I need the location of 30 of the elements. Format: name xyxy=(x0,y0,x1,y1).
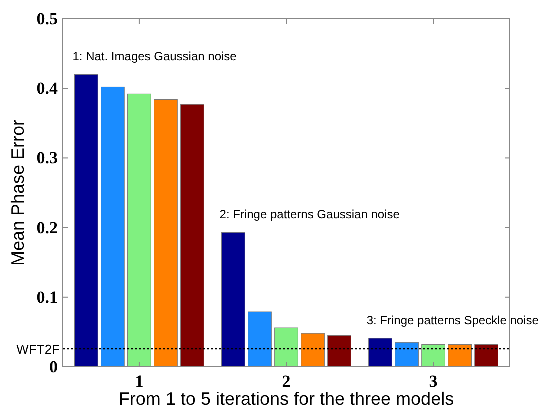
bar xyxy=(395,342,419,368)
y-tick-label: 0.3 xyxy=(36,148,58,168)
bar xyxy=(474,344,498,368)
x-tick-label: 1 xyxy=(135,372,144,392)
bar xyxy=(180,104,204,368)
x-tick-label: 2 xyxy=(282,372,291,392)
bar xyxy=(101,86,125,368)
bar xyxy=(301,333,325,368)
y-tick-label: 0.4 xyxy=(36,79,58,98)
annotation: 1: Nat. Images Gaussian noise xyxy=(72,50,238,64)
x-axis-title: From 1 to 5 iterations for the three models xyxy=(118,389,454,409)
bar xyxy=(154,99,178,368)
y-tick-label: 0.5 xyxy=(36,9,58,28)
y-tick-label: 0.2 xyxy=(36,218,58,238)
bar xyxy=(128,94,152,368)
bar xyxy=(222,232,246,368)
bar xyxy=(368,338,392,368)
bar xyxy=(248,312,272,368)
y-tick-label: 0.1 xyxy=(36,288,58,307)
y-tick-label: 0 xyxy=(50,357,58,376)
bar xyxy=(328,335,352,368)
ref-line-label: WFT2F xyxy=(16,342,60,357)
bar xyxy=(74,74,98,368)
y-axis-title: Mean Phase Error xyxy=(8,120,28,266)
bar xyxy=(274,328,298,368)
x-tick-label: 3 xyxy=(429,372,438,392)
bar xyxy=(448,344,472,368)
annotation: 3: Fringe patterns Speckle noise xyxy=(366,313,540,328)
annotation: 2: Fringe patterns Gaussian noise xyxy=(220,208,400,222)
bar xyxy=(422,344,446,368)
